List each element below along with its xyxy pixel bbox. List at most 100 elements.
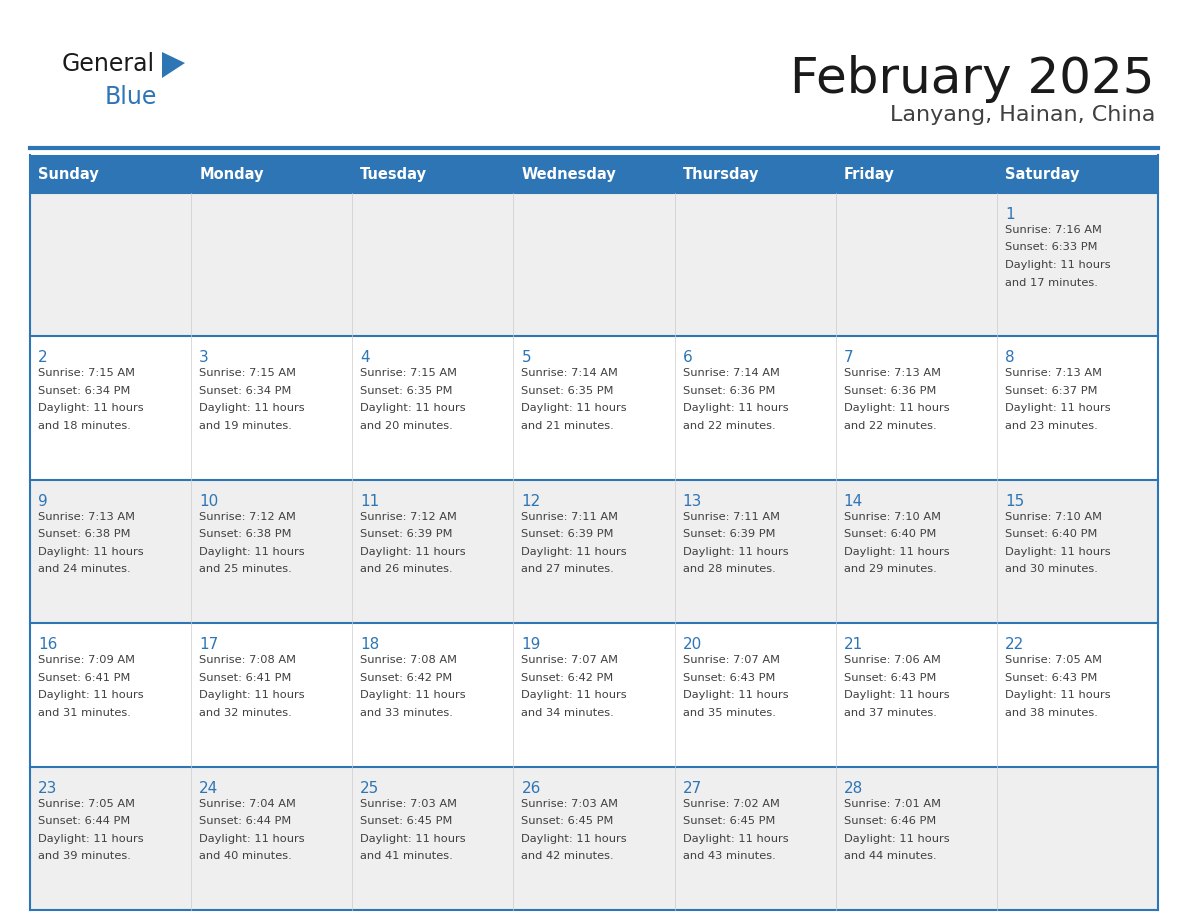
Text: Sunset: 6:37 PM: Sunset: 6:37 PM <box>1005 386 1098 396</box>
Text: 14: 14 <box>843 494 862 509</box>
Text: Sunrise: 7:08 AM: Sunrise: 7:08 AM <box>360 655 457 666</box>
Text: Sunset: 6:35 PM: Sunset: 6:35 PM <box>522 386 614 396</box>
Text: and 38 minutes.: and 38 minutes. <box>1005 708 1098 718</box>
Text: Daylight: 11 hours: Daylight: 11 hours <box>1005 403 1111 413</box>
Text: Sunrise: 7:01 AM: Sunrise: 7:01 AM <box>843 799 941 809</box>
Text: 27: 27 <box>683 780 702 796</box>
Text: Daylight: 11 hours: Daylight: 11 hours <box>843 834 949 844</box>
Bar <box>30 623 1158 767</box>
Text: Sunset: 6:46 PM: Sunset: 6:46 PM <box>843 816 936 826</box>
Text: Lanyang, Hainan, China: Lanyang, Hainan, China <box>890 105 1155 125</box>
Text: Sunset: 6:41 PM: Sunset: 6:41 PM <box>38 673 131 683</box>
Text: Sunset: 6:38 PM: Sunset: 6:38 PM <box>38 530 131 539</box>
Text: 1: 1 <box>1005 207 1015 222</box>
Text: Sunset: 6:33 PM: Sunset: 6:33 PM <box>1005 242 1098 252</box>
Text: Sunset: 6:34 PM: Sunset: 6:34 PM <box>38 386 131 396</box>
Text: 24: 24 <box>200 780 219 796</box>
Text: Sunrise: 7:07 AM: Sunrise: 7:07 AM <box>683 655 779 666</box>
Bar <box>30 193 1158 336</box>
Text: Daylight: 11 hours: Daylight: 11 hours <box>843 547 949 557</box>
Text: Sunrise: 7:09 AM: Sunrise: 7:09 AM <box>38 655 135 666</box>
Text: Daylight: 11 hours: Daylight: 11 hours <box>1005 260 1111 270</box>
Text: Wednesday: Wednesday <box>522 166 617 182</box>
Text: Sunrise: 7:07 AM: Sunrise: 7:07 AM <box>522 655 619 666</box>
Text: Sunrise: 7:10 AM: Sunrise: 7:10 AM <box>1005 512 1101 521</box>
Text: Daylight: 11 hours: Daylight: 11 hours <box>200 403 305 413</box>
Text: 20: 20 <box>683 637 702 652</box>
Text: and 41 minutes.: and 41 minutes. <box>360 851 453 861</box>
Text: Sunset: 6:44 PM: Sunset: 6:44 PM <box>200 816 291 826</box>
Text: and 30 minutes.: and 30 minutes. <box>1005 565 1098 575</box>
Text: Sunset: 6:39 PM: Sunset: 6:39 PM <box>522 530 614 539</box>
Text: Daylight: 11 hours: Daylight: 11 hours <box>38 547 144 557</box>
Text: Sunset: 6:44 PM: Sunset: 6:44 PM <box>38 816 131 826</box>
Text: Blue: Blue <box>105 85 157 109</box>
Text: and 23 minutes.: and 23 minutes. <box>1005 420 1098 431</box>
Text: Sunset: 6:34 PM: Sunset: 6:34 PM <box>200 386 291 396</box>
Text: Tuesday: Tuesday <box>360 166 428 182</box>
Text: Daylight: 11 hours: Daylight: 11 hours <box>38 834 144 844</box>
Text: 2: 2 <box>38 351 48 365</box>
Text: and 34 minutes.: and 34 minutes. <box>522 708 614 718</box>
Text: Daylight: 11 hours: Daylight: 11 hours <box>360 547 466 557</box>
Text: 28: 28 <box>843 780 862 796</box>
Text: Daylight: 11 hours: Daylight: 11 hours <box>200 834 305 844</box>
Text: Daylight: 11 hours: Daylight: 11 hours <box>360 690 466 700</box>
Text: 23: 23 <box>38 780 57 796</box>
Text: Sunset: 6:45 PM: Sunset: 6:45 PM <box>683 816 775 826</box>
Text: Sunset: 6:45 PM: Sunset: 6:45 PM <box>522 816 614 826</box>
Text: and 18 minutes.: and 18 minutes. <box>38 420 131 431</box>
Text: and 31 minutes.: and 31 minutes. <box>38 708 131 718</box>
Text: and 43 minutes.: and 43 minutes. <box>683 851 776 861</box>
Text: Daylight: 11 hours: Daylight: 11 hours <box>38 690 144 700</box>
Text: Sunrise: 7:15 AM: Sunrise: 7:15 AM <box>38 368 135 378</box>
Text: 13: 13 <box>683 494 702 509</box>
Text: Daylight: 11 hours: Daylight: 11 hours <box>200 690 305 700</box>
Text: and 26 minutes.: and 26 minutes. <box>360 565 453 575</box>
Text: 6: 6 <box>683 351 693 365</box>
Text: and 35 minutes.: and 35 minutes. <box>683 708 776 718</box>
Text: and 17 minutes.: and 17 minutes. <box>1005 277 1098 287</box>
Text: Sunset: 6:40 PM: Sunset: 6:40 PM <box>1005 530 1098 539</box>
Text: 11: 11 <box>360 494 379 509</box>
Text: and 24 minutes.: and 24 minutes. <box>38 565 131 575</box>
Text: 18: 18 <box>360 637 379 652</box>
Text: and 33 minutes.: and 33 minutes. <box>360 708 453 718</box>
Text: Sunrise: 7:02 AM: Sunrise: 7:02 AM <box>683 799 779 809</box>
Text: and 27 minutes.: and 27 minutes. <box>522 565 614 575</box>
Polygon shape <box>162 52 185 78</box>
Text: and 32 minutes.: and 32 minutes. <box>200 708 292 718</box>
Text: 5: 5 <box>522 351 531 365</box>
Text: 25: 25 <box>360 780 379 796</box>
Bar <box>30 336 1158 480</box>
Text: 3: 3 <box>200 351 209 365</box>
Text: and 44 minutes.: and 44 minutes. <box>843 851 936 861</box>
Text: and 28 minutes.: and 28 minutes. <box>683 565 776 575</box>
Text: Sunrise: 7:12 AM: Sunrise: 7:12 AM <box>360 512 457 521</box>
Text: Daylight: 11 hours: Daylight: 11 hours <box>843 690 949 700</box>
Text: and 22 minutes.: and 22 minutes. <box>683 420 776 431</box>
Text: Sunrise: 7:10 AM: Sunrise: 7:10 AM <box>843 512 941 521</box>
Text: Sunrise: 7:05 AM: Sunrise: 7:05 AM <box>1005 655 1101 666</box>
Text: Sunset: 6:39 PM: Sunset: 6:39 PM <box>683 530 775 539</box>
Text: and 20 minutes.: and 20 minutes. <box>360 420 453 431</box>
Text: Sunset: 6:35 PM: Sunset: 6:35 PM <box>360 386 453 396</box>
Text: and 19 minutes.: and 19 minutes. <box>200 420 292 431</box>
Text: 17: 17 <box>200 637 219 652</box>
Text: Sunrise: 7:12 AM: Sunrise: 7:12 AM <box>200 512 296 521</box>
Text: Daylight: 11 hours: Daylight: 11 hours <box>360 403 466 413</box>
Text: Sunrise: 7:04 AM: Sunrise: 7:04 AM <box>200 799 296 809</box>
Text: Daylight: 11 hours: Daylight: 11 hours <box>683 690 788 700</box>
Bar <box>30 480 1158 623</box>
Text: and 39 minutes.: and 39 minutes. <box>38 851 131 861</box>
Text: 19: 19 <box>522 637 541 652</box>
Text: Daylight: 11 hours: Daylight: 11 hours <box>843 403 949 413</box>
Text: Daylight: 11 hours: Daylight: 11 hours <box>522 403 627 413</box>
Text: 12: 12 <box>522 494 541 509</box>
Text: February 2025: February 2025 <box>790 55 1155 103</box>
Text: Sunrise: 7:03 AM: Sunrise: 7:03 AM <box>522 799 619 809</box>
Text: 8: 8 <box>1005 351 1015 365</box>
Text: Daylight: 11 hours: Daylight: 11 hours <box>1005 690 1111 700</box>
Text: Sunrise: 7:11 AM: Sunrise: 7:11 AM <box>683 512 779 521</box>
Text: Sunset: 6:43 PM: Sunset: 6:43 PM <box>1005 673 1098 683</box>
